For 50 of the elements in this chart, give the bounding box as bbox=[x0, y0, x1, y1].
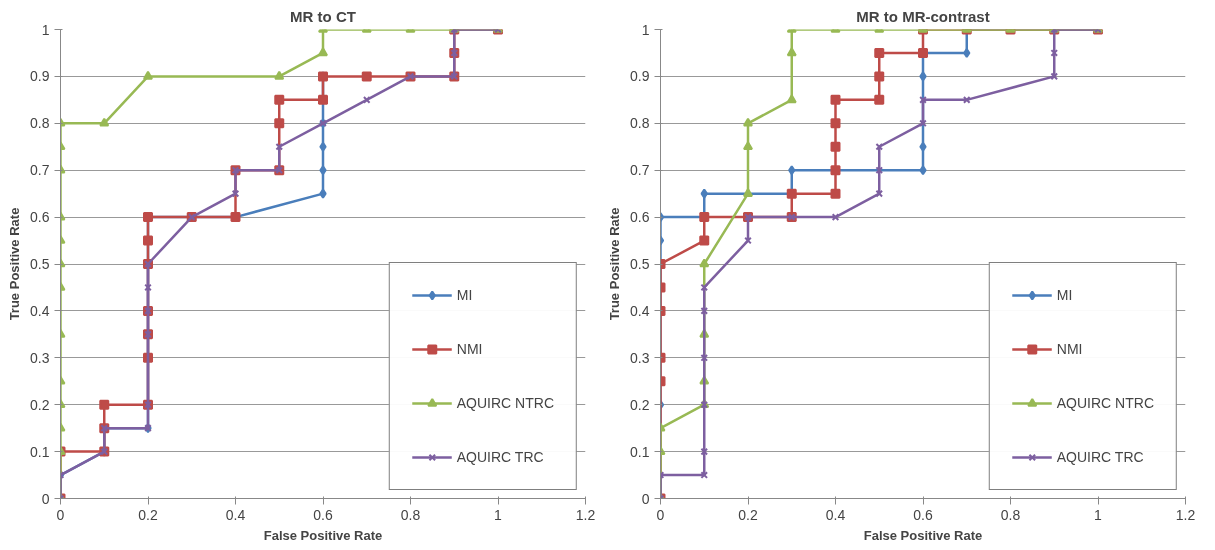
x-tick-label: 0.6 bbox=[913, 506, 933, 523]
x-tick-label: 0.4 bbox=[225, 506, 246, 523]
x-tick-label: 1.2 bbox=[575, 506, 596, 523]
y-tick-label: 0.7 bbox=[30, 162, 50, 179]
legend-label: AQUIRC NTRC bbox=[1056, 395, 1154, 411]
x-axis-title: False Positive Rate bbox=[263, 527, 383, 543]
y-tick-label: 0.4 bbox=[30, 302, 50, 319]
y-axis-title: True Positive Rate bbox=[7, 207, 23, 321]
legend-label: AQUIRC TRC bbox=[1056, 449, 1144, 465]
chart-title: MR to CT bbox=[290, 7, 356, 25]
chart-title: MR to MR-contrast bbox=[856, 7, 990, 25]
x-tick-label: 0.4 bbox=[825, 506, 846, 523]
y-tick-label: 0.7 bbox=[630, 162, 650, 179]
legend-label: NMI bbox=[1056, 341, 1083, 357]
y-tick-label: 0.2 bbox=[630, 396, 650, 413]
y-tick-label: 0.3 bbox=[630, 349, 650, 366]
y-tick-label: 0.8 bbox=[630, 115, 650, 132]
x-tick-label: 0 bbox=[656, 506, 665, 523]
legend-label: MI bbox=[1056, 287, 1074, 303]
x-axis-title: False Positive Rate bbox=[863, 527, 983, 543]
legend-label: AQUIRC NTRC bbox=[456, 395, 554, 411]
y-tick-label: 0 bbox=[41, 490, 50, 507]
y-tick-label: 0.4 bbox=[630, 302, 650, 319]
y-tick-label: 0.9 bbox=[630, 68, 650, 85]
x-tick-label: 0.8 bbox=[400, 506, 421, 523]
x-tick-label: 0.8 bbox=[1000, 506, 1021, 523]
y-tick-label: 0.9 bbox=[30, 68, 50, 85]
y-tick-label: 0.6 bbox=[30, 209, 50, 226]
x-tick-label: 1.2 bbox=[1175, 506, 1196, 523]
x-tick-label: 0.2 bbox=[138, 506, 158, 523]
y-axis-title: True Positive Rate bbox=[607, 207, 623, 321]
y-tick-label: 0.2 bbox=[30, 396, 50, 413]
y-tick-label: 1 bbox=[641, 21, 650, 38]
y-tick-label: 0 bbox=[641, 490, 650, 507]
y-tick-label: 0.5 bbox=[630, 256, 650, 272]
y-tick-label: 0.3 bbox=[30, 349, 50, 366]
legend-label: AQUIRC TRC bbox=[456, 449, 544, 465]
y-tick-label: 0.5 bbox=[30, 256, 50, 272]
y-tick-label: 0.8 bbox=[30, 115, 50, 132]
x-tick-label: 0.2 bbox=[738, 506, 758, 523]
legend-label: MI bbox=[456, 287, 474, 303]
y-tick-label: 0.6 bbox=[630, 209, 650, 226]
y-tick-label: 1 bbox=[41, 21, 50, 38]
x-tick-label: 1 bbox=[494, 506, 503, 523]
legend-label: NMI bbox=[456, 341, 483, 357]
x-tick-label: 0 bbox=[56, 506, 65, 523]
x-tick-label: 0.6 bbox=[313, 506, 333, 523]
y-tick-label: 0.1 bbox=[30, 443, 50, 460]
x-tick-label: 1 bbox=[1094, 506, 1103, 523]
y-tick-label: 0.1 bbox=[630, 443, 650, 460]
